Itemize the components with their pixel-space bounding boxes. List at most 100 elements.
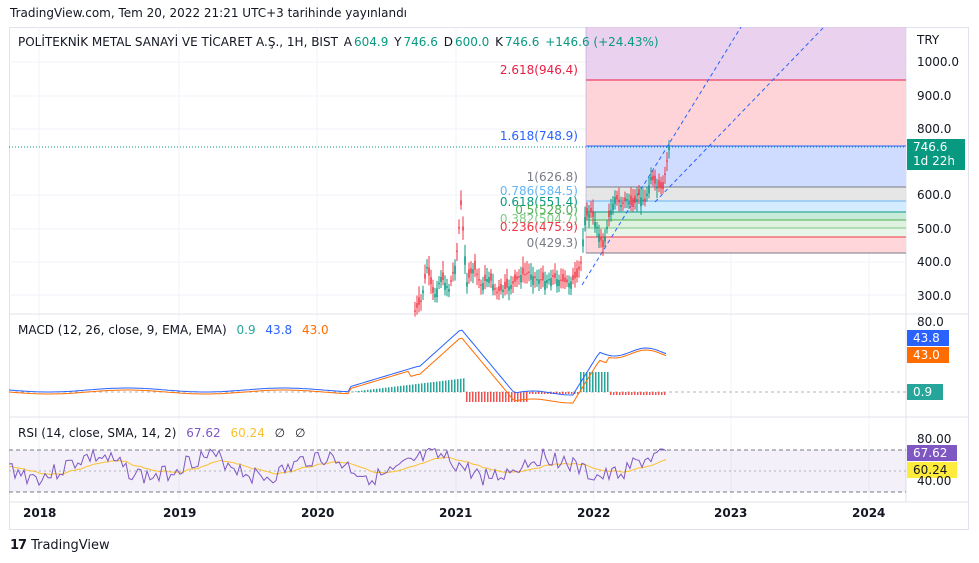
tradingview-name: TradingView: [31, 538, 110, 553]
macd-histogram-bar: [493, 392, 495, 402]
macd-histogram-bar: [556, 392, 558, 394]
candle-body: [440, 277, 442, 282]
macd-histogram-bar: [412, 384, 414, 392]
candle-body: [586, 207, 588, 216]
candle-body: [558, 280, 560, 286]
candle-body: [624, 197, 626, 201]
chart-canvas[interactable]: 2.618(946.4) 1.618(748.9) 1(626.8) 0.786…: [9, 27, 969, 530]
macd-histogram-bar: [655, 392, 657, 395]
macd-hist-value: 0.9: [236, 323, 256, 337]
candle-body: [634, 195, 636, 203]
candle-body: [450, 280, 452, 282]
candlestick-series[interactable]: [414, 140, 670, 317]
macd-legend[interactable]: MACD (12, 26, close, 9, EMA, EMA) 0.9 43…: [18, 323, 331, 337]
macd-histogram-bar: [361, 390, 363, 392]
candle-body: [648, 185, 650, 194]
candle-body: [580, 261, 582, 264]
candle-body: [422, 290, 424, 294]
candle-body: [636, 199, 638, 203]
candle-body: [428, 267, 430, 276]
candle-body: [540, 278, 542, 281]
candle-body: [478, 279, 480, 281]
symbol-legend[interactable]: POLİTEKNİK METAL SANAYİ VE TİCARET A.Ş.,…: [18, 35, 659, 49]
fib-label-0236: 0.236(475.9): [500, 220, 578, 234]
macd-histogram-bar: [607, 372, 609, 392]
macd-signal-line: [9, 337, 667, 404]
macd-histogram-bar: [406, 385, 408, 392]
macd-histogram-bar: [514, 392, 516, 402]
time-tick-2021: 2021: [439, 506, 473, 520]
candle-body: [554, 273, 556, 278]
candle-body: [616, 195, 618, 200]
candle-body: [646, 193, 648, 197]
time-tick-2018: 2018: [23, 506, 57, 520]
fib-label-2618: 2.618(946.4): [500, 63, 578, 77]
candle-body: [464, 256, 466, 265]
candle-body: [424, 273, 426, 279]
macd-histogram-bar: [619, 392, 621, 395]
candle-body: [548, 279, 550, 281]
macd-histogram-bar: [508, 392, 510, 402]
macd-histogram-bar: [382, 388, 384, 392]
macd-histogram-bar: [358, 390, 360, 392]
candle-body: [534, 276, 536, 278]
macd-histogram-bar: [484, 392, 486, 402]
candle-body: [652, 175, 654, 181]
time-tick-2019: 2019: [163, 506, 197, 520]
candle-body: [638, 189, 640, 195]
candle-body: [566, 279, 568, 283]
macd-histogram-bar: [583, 372, 585, 392]
candle-body: [536, 279, 538, 281]
candle-body: [522, 267, 524, 275]
macd-histogram-bar: [481, 392, 483, 402]
candle-body: [482, 283, 484, 291]
candle-body: [470, 268, 472, 274]
macd-histogram-bar: [538, 392, 540, 394]
candle-body: [542, 272, 544, 281]
candle-body: [568, 283, 570, 288]
macd-histogram-bar: [592, 372, 594, 392]
tradingview-brand[interactable]: 17 TradingView: [10, 538, 110, 553]
rsi-legend[interactable]: RSI (14, close, SMA, 14, 2) 67.62 60.24 …: [18, 426, 307, 440]
macd-histogram-bar: [445, 380, 447, 392]
macd-histogram-bar: [460, 378, 462, 392]
macd-histogram-bar: [574, 392, 576, 394]
macd-histogram-bar: [637, 392, 639, 395]
candle-body: [552, 275, 554, 277]
macd-histogram-bar: [640, 392, 642, 395]
macd-histogram-bar: [523, 392, 525, 402]
macd-histogram-bar: [622, 392, 624, 395]
candle-body: [414, 310, 416, 312]
candle-body: [576, 268, 578, 277]
macd-histogram-bar: [367, 389, 369, 392]
candle-body: [490, 273, 492, 281]
macd-histogram-bar: [658, 392, 660, 395]
price-tick-500: 500.0: [917, 222, 952, 236]
rsi-axis-top: 80.00: [917, 432, 952, 446]
macd-histogram-bar: [409, 384, 411, 392]
time-tick-2024: 2024: [852, 506, 886, 520]
macd-histogram-bar: [559, 392, 561, 394]
candle-body: [654, 175, 656, 184]
time-tick-2020: 2020: [301, 506, 335, 520]
macd-signal-value: 43.0: [301, 323, 329, 337]
fib-label-05: 0.5(528.0): [515, 203, 578, 217]
candle-body: [494, 288, 496, 290]
fib-label-0786: 0.786(584.5): [500, 184, 578, 198]
candle-body: [480, 284, 482, 286]
macd-histogram-bar: [427, 382, 429, 392]
macd-histogram-bar: [415, 384, 417, 392]
candle-body: [524, 273, 526, 276]
candle-body: [500, 283, 502, 291]
candle-body: [584, 217, 586, 226]
candle-body: [530, 274, 532, 280]
candle-body: [418, 297, 420, 305]
rsi-line: [9, 447, 667, 487]
fib-retracement[interactable]: [581, 27, 906, 286]
last-price-tag[interactable]: 746.6 1d 22h: [907, 139, 965, 170]
price-tick-1000: 1000.0: [917, 55, 959, 69]
candle-body: [664, 173, 666, 175]
macd-histogram-bar: [517, 392, 519, 402]
candle-body: [426, 267, 428, 269]
macd-histogram-bar: [625, 392, 627, 395]
